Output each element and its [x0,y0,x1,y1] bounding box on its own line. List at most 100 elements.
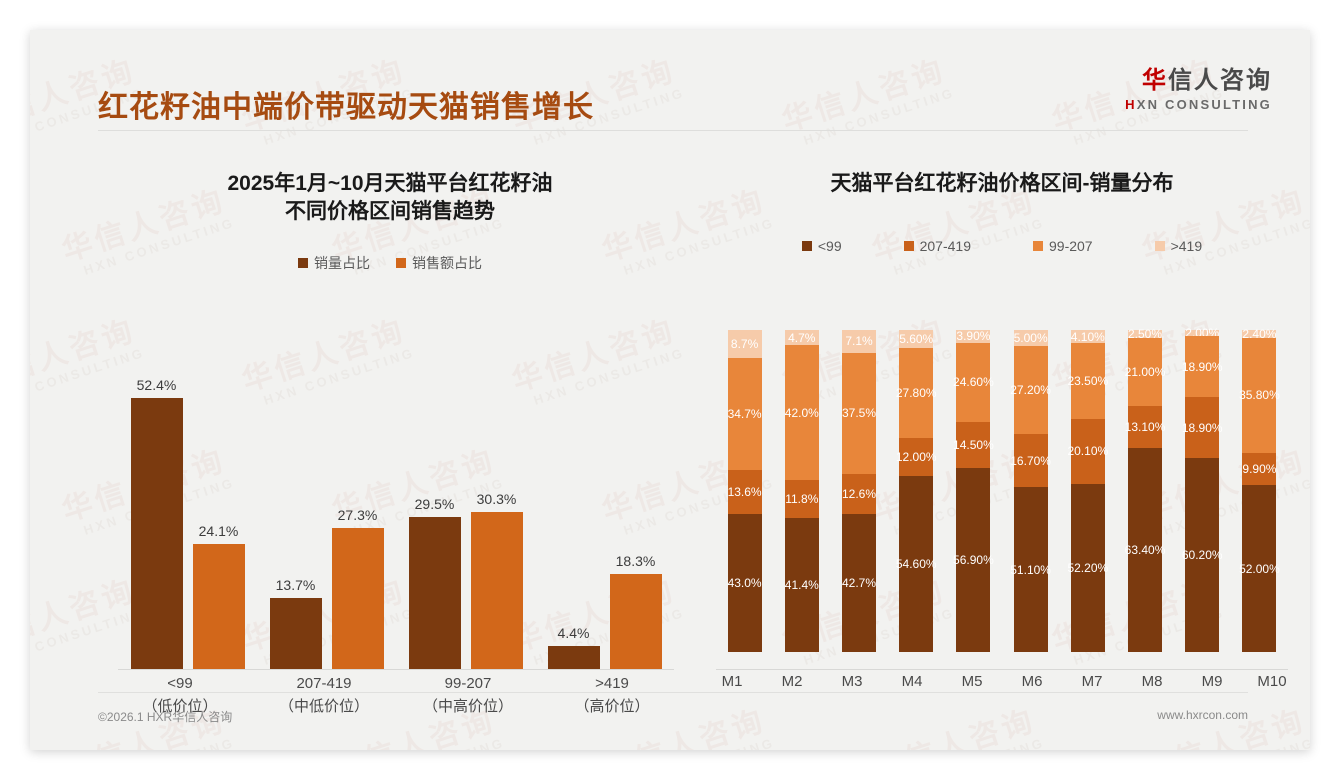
stack-segment-label: 5.60% [899,332,934,347]
legend-label: >419 [1170,238,1203,255]
bar-rect[interactable] [269,598,322,669]
stack-segment[interactable]: 16.70% [1010,433,1051,488]
stack-segment[interactable]: 52.00% [1239,484,1280,653]
stack-segment[interactable]: 42.0% [785,345,819,481]
stack-segment[interactable]: 34.7% [728,358,762,470]
stack-segment-label: 42.7% [841,575,877,590]
stack-segment[interactable]: 4.7% [784,330,819,346]
right-chart-title: 天猫平台红花籽油价格区间-销量分布 [702,170,1302,198]
stack-segment-label: 18.90% [1181,420,1223,435]
stack-segment[interactable]: 56.90% [953,468,994,652]
stack-segment[interactable]: 24.60% [953,342,994,422]
stack-segment[interactable]: 27.20% [1010,346,1051,434]
stack-segment[interactable]: 4.10% [1071,330,1105,344]
stack-segment-label: 52.20% [1067,560,1109,575]
stack-segment[interactable]: 14.50% [953,421,994,469]
stack-segment[interactable]: 37.5% [842,352,876,474]
bar-rect[interactable] [470,512,523,669]
bar-rect[interactable] [331,527,384,669]
stack-segment[interactable]: 5.00% [1013,330,1048,347]
bar-rect[interactable] [192,544,245,669]
stacked-bar[interactable]: 4.7% 42.0% 11.8% 41.4% [785,330,819,669]
stack-segment-label: 24.60% [953,375,994,390]
bar-group: 4.4% 18.3% [535,330,674,669]
stack-segment[interactable]: 41.4% [785,518,819,652]
stack-segment[interactable]: 42.7% [841,514,877,652]
stack-segment[interactable]: 63.40% [1125,447,1165,652]
stack-segment[interactable]: 52.20% [1067,483,1108,652]
legend-label: 99-207 [1049,238,1093,255]
stack-segment[interactable]: 12.6% [842,473,876,515]
legend-item-207-419[interactable]: 207-419 [903,238,971,254]
legend-item-销量占比[interactable]: 销量占比 [298,253,370,273]
stack-segment[interactable]: 3.90% [956,329,990,343]
bar-item[interactable]: 4.4% [547,330,600,669]
bar-item[interactable]: 30.3% [470,330,523,669]
stack-segment[interactable]: 2.50% [1128,327,1162,341]
stack-segment[interactable]: 11.8% [784,480,819,519]
stack-segment-label: 23.50% [1067,374,1109,389]
x-axis-label-tier: （低价位） [142,697,218,715]
legend-item->419[interactable]: >419 [1154,238,1203,255]
stacked-bar[interactable]: 5.60% 27.80% 12.00% 54.60% [896,330,937,669]
legend-item-<99[interactable]: <99 [801,238,842,255]
stack-segment[interactable]: 13.6% [728,469,762,514]
legend-item-销售额占比[interactable]: 销售额占比 [396,253,482,273]
stacked-bar[interactable]: 2.40% 35.80% 9.90% 52.00% [1239,327,1280,669]
stack-segment-label: 5.00% [1013,331,1048,346]
bar-rect[interactable] [547,646,600,669]
bar-rect[interactable] [408,516,461,669]
stack-segment[interactable]: 12.00% [896,437,937,477]
stack-segment[interactable]: 35.80% [1239,337,1280,453]
stacked-bar[interactable]: 2.00% 18.90% 18.90% 60.20% [1182,326,1223,669]
bar-rect[interactable] [609,574,662,669]
stack-segment[interactable]: 18.90% [1182,336,1223,398]
stack-segment[interactable]: 21.00% [1125,338,1165,406]
stack-segment[interactable]: 23.50% [1067,343,1108,419]
stacked-bar[interactable]: 5.00% 27.20% 16.70% 51.10% [1010,330,1051,669]
stack-segment[interactable]: 54.60% [896,476,937,652]
x-axis-label: 99-207 （中高价位） [396,673,540,718]
bar-value-label: 18.3% [615,553,656,570]
stacked-bar[interactable]: 3.90% 24.60% 14.50% 56.90% [953,329,994,669]
logo-en-h: H [1125,97,1137,113]
stack-segment[interactable]: 18.90% [1182,397,1223,459]
stack-segment[interactable]: 60.20% [1182,458,1223,652]
stack-segment[interactable]: 7.1% [842,330,876,353]
bar-item[interactable]: 27.3% [331,330,384,669]
bar-item[interactable]: 29.5% [408,330,461,669]
x-axis-label-tier: （高价位） [574,697,650,715]
x-axis-label: M10 [1257,673,1287,690]
right-chart-x-labels: M1 M2 M3 M4 M5 M6 M7 M8 M9 M10 [702,673,1302,690]
stacked-bar-column: 8.7% 34.7% 13.6% 43.0% [716,330,773,669]
bar-item[interactable]: 24.1% [192,330,245,669]
stacked-bar[interactable]: 7.1% 37.5% 12.6% 42.7% [842,330,876,669]
bar-rect[interactable] [130,398,183,669]
stack-segment[interactable]: 8.7% [727,330,762,358]
legend-swatch-icon [801,241,812,252]
stacked-bar[interactable]: 2.50% 21.00% 13.10% 63.40% [1125,327,1165,669]
stacked-bar[interactable]: 4.10% 23.50% 20.10% 52.20% [1067,330,1108,669]
stack-segment[interactable]: 9.90% [1242,452,1276,485]
bar-item[interactable]: 18.3% [609,330,662,669]
stack-segment[interactable]: 2.40% [1242,327,1276,341]
left-chart-legend: 销量占比 销售额占比 [90,253,690,273]
stack-segment[interactable]: 51.10% [1010,487,1051,652]
stacked-bar-column: 2.50% 21.00% 13.10% 63.40% [1116,327,1173,669]
legend-label: <99 [817,238,842,255]
stack-segment[interactable]: 43.0% [728,513,762,652]
legend-label: 销量占比 [314,254,370,271]
stacked-bar-column: 4.7% 42.0% 11.8% 41.4% [773,330,830,669]
x-axis-label-tier: （中低价位） [278,697,369,715]
stack-segment[interactable]: 13.10% [1125,405,1165,448]
stack-segment[interactable]: 20.10% [1067,418,1108,484]
page-title: 红花籽油中端价带驱动天猫销售增长 [98,91,594,124]
stack-segment[interactable]: 27.80% [896,348,937,438]
stacked-bar[interactable]: 8.7% 34.7% 13.6% 43.0% [728,330,762,669]
bar-item[interactable]: 13.7% [269,330,322,669]
bar-value-label: 4.4% [557,625,590,642]
stack-segment[interactable]: 5.60% [899,330,934,349]
legend-item-99-207[interactable]: 99-207 [1033,238,1093,254]
bar-item[interactable]: 52.4% [130,330,183,669]
x-axis-label: M7 [1081,673,1103,690]
